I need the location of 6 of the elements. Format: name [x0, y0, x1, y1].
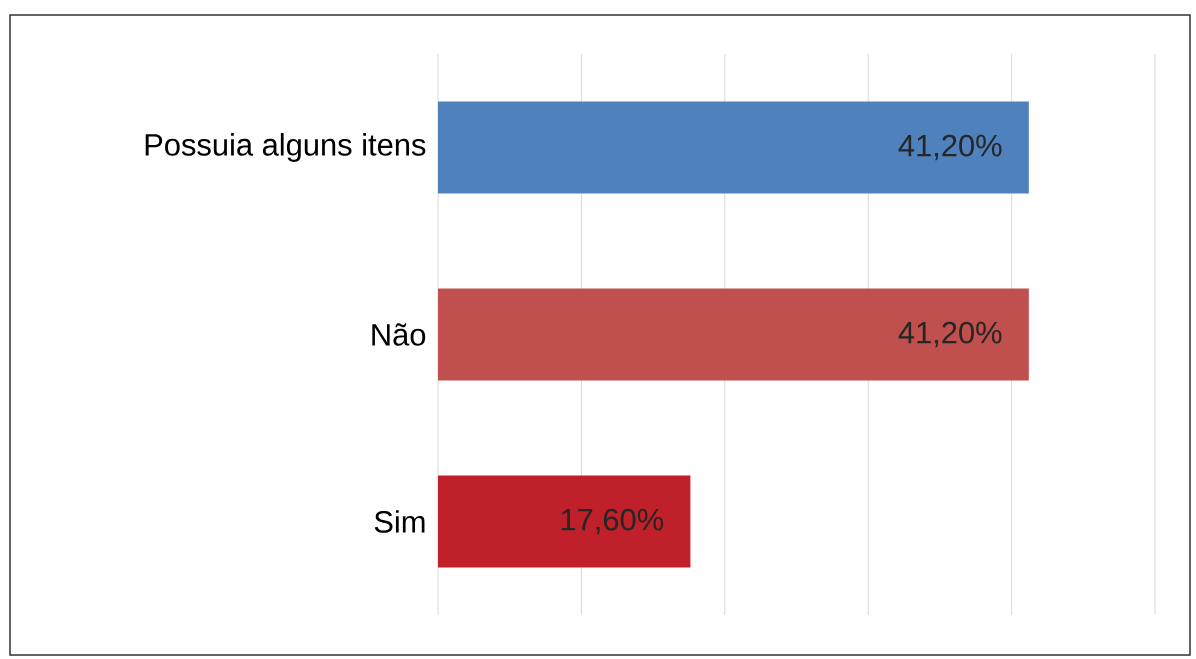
data-label: 17,60% [561, 508, 664, 535]
y-tick-label: Possuia alguns itens [145, 133, 426, 162]
y-tick-label: Não [372, 323, 426, 346]
data-label: 41,20% [898, 321, 1002, 348]
y-tick-label: Sim [374, 510, 425, 533]
data-label: 41,20% [898, 134, 1002, 161]
